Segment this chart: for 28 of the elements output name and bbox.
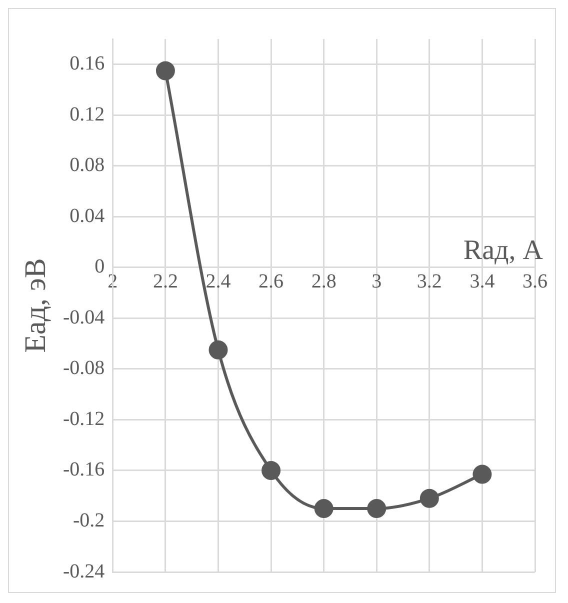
x-tick-label: 3.4 [470,270,495,293]
y-tick-label: -0.04 [62,306,105,328]
y-tick-label: 0.04 [70,204,105,227]
x-tick-label: 3 [372,270,382,293]
point [472,464,492,484]
point [420,488,439,508]
x-tick-label: 3.6 [522,270,548,293]
y-tick-label: -0.16 [62,458,105,481]
y-tick-label: -0.2 [72,509,105,532]
x-tick-label: 2.6 [258,270,284,293]
point [208,340,228,360]
y-tick-label: -0.24 [62,560,105,582]
point [262,460,281,480]
y-tick-label: 0.16 [70,52,105,75]
y-tick-label: -0.08 [62,357,105,380]
point [314,499,334,518]
y-tick-label: 0.08 [70,154,105,176]
y-tick-label: -0.12 [62,408,105,430]
x-tick-label: 3.2 [416,270,442,293]
x-tick-label: 2.4 [206,270,231,293]
y-axis-title: Eад, эВ [18,258,52,353]
x-tick-label: 2.8 [311,270,336,293]
y-tick-label: 0.12 [70,103,105,126]
x-tick-label: 2.2 [152,270,178,293]
point [367,499,386,518]
y-tick-label: 0 [94,256,105,278]
x-axis-title: Rад, А [463,234,544,266]
point [156,61,175,80]
